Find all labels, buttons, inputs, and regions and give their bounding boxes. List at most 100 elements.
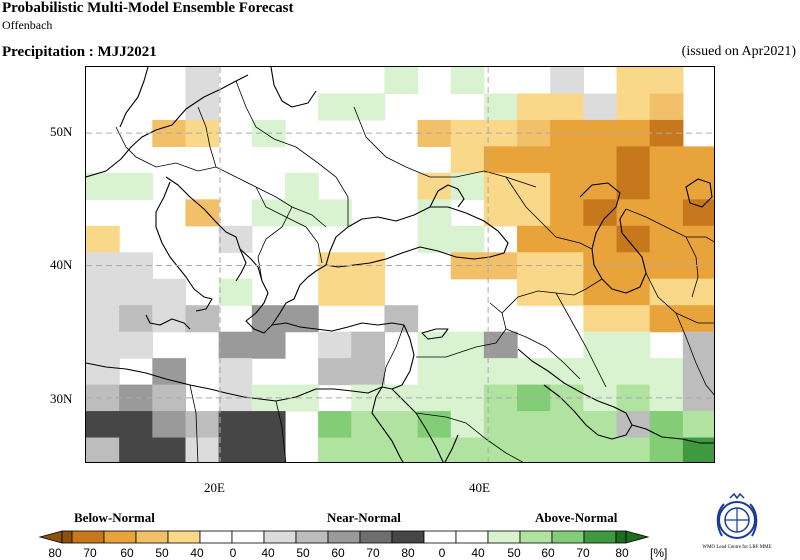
probability-cell [649,67,684,95]
legend-tick-label: 70 [576,546,590,560]
legend-tick-label: 70 [366,546,380,560]
probability-cell [450,67,485,95]
probability-cell [251,331,286,359]
probability-cell [550,67,584,95]
probability-cell [517,93,551,121]
probability-cell [682,199,714,227]
legend-color-box [263,530,297,544]
probability-cell [682,331,714,359]
probability-cell [517,199,551,227]
probability-cell [86,305,120,333]
probability-cell [384,305,419,333]
probability-cell [417,199,452,227]
probability-cell [351,437,386,462]
probability-cell [152,305,187,333]
lon-label-40e: 40E [469,480,490,495]
probability-cell [682,437,714,462]
legend-label-above-normal: Above-Normal [535,510,618,525]
probability-cell [119,278,153,306]
legend-color-box [359,530,393,544]
probability-cell [616,146,651,174]
probability-cell [583,146,618,174]
probability-cell [483,411,518,439]
legend-tick-label: 50 [155,546,169,560]
map-canvas [86,67,714,462]
probability-cell [119,331,153,359]
probability-cell [583,278,618,306]
probability-cell [550,278,584,306]
probability-cell [550,199,584,227]
legend-color-box [71,530,105,544]
probability-cell [616,384,651,412]
probability-cell [450,172,485,200]
probability-cell [218,437,253,462]
legend-tick-label: 40 [190,546,204,560]
legend-color-box [583,530,617,544]
probability-cell [550,411,584,439]
probability-cell [185,67,220,95]
probability-cell [218,411,253,439]
probability-cell [185,199,220,227]
probability-cell [649,305,684,333]
wmo-logo-icon [708,492,766,550]
probability-cell [583,199,618,227]
probability-cell [351,278,386,306]
legend-tick-label: 40 [471,546,485,560]
legend-color-box [231,530,265,544]
lat-label-30n: 30N [50,391,73,406]
probability-cell [318,278,352,306]
legend-label-below-normal: Below-Normal [74,510,155,525]
probability-cell [318,93,352,121]
legend-unit-label: [%] [650,546,667,560]
probability-cell [218,358,253,386]
probability-cell [682,278,714,306]
legend-tick-label: 80 [48,546,62,560]
probability-cell [318,199,352,227]
probability-cell [119,437,153,462]
probability-cell [185,411,220,439]
probability-cell [152,278,187,306]
probability-cell [517,146,551,174]
legend-color-box [551,530,585,544]
probability-cell [152,358,187,386]
probability-cell [616,172,651,200]
probability-cell [318,437,352,462]
page-subtitle: Offenbach [2,18,53,32]
probability-cell [649,199,684,227]
probability-cell [682,146,714,174]
legend-tick-label: 80 [615,546,629,560]
lon-label-20e: 20E [204,480,225,495]
probability-cell [550,172,584,200]
probability-cell [682,225,714,253]
coastlines [86,67,714,462]
gridlines [86,67,714,462]
probability-cell [517,252,551,280]
legend-tick-labels: 80 70 60 50 40 0 40 50 60 70 80 0 40 50 60 70 80 [%] [48,546,667,560]
probability-cell [616,199,651,227]
legend-color-box [615,530,627,544]
probability-cell [384,67,419,95]
issued-date: (issued on Apr2021) [681,44,796,59]
probability-cell [318,358,352,386]
legend-tick-label: 50 [507,546,521,560]
probability-cell [86,358,120,386]
forecast-map [85,66,715,463]
probability-cell [583,225,618,253]
legend-color-box [391,530,425,544]
probability-cell [616,358,651,386]
probability-cell [616,305,651,333]
probability-cell [550,93,584,121]
probability-cell [318,411,352,439]
probability-cell [583,93,618,121]
probability-cell [682,358,714,386]
probability-cell [417,119,452,147]
legend-color-box [103,530,137,544]
legend-color-box [487,530,521,544]
probability-cell [517,437,551,462]
page-title: Probabilistic Multi-Model Ensemble Forec… [2,0,294,16]
probability-cell [450,437,485,462]
probability-cell [119,411,153,439]
probability-cell [86,225,120,253]
legend-color-box [519,530,553,544]
legend-color-box [455,530,489,544]
